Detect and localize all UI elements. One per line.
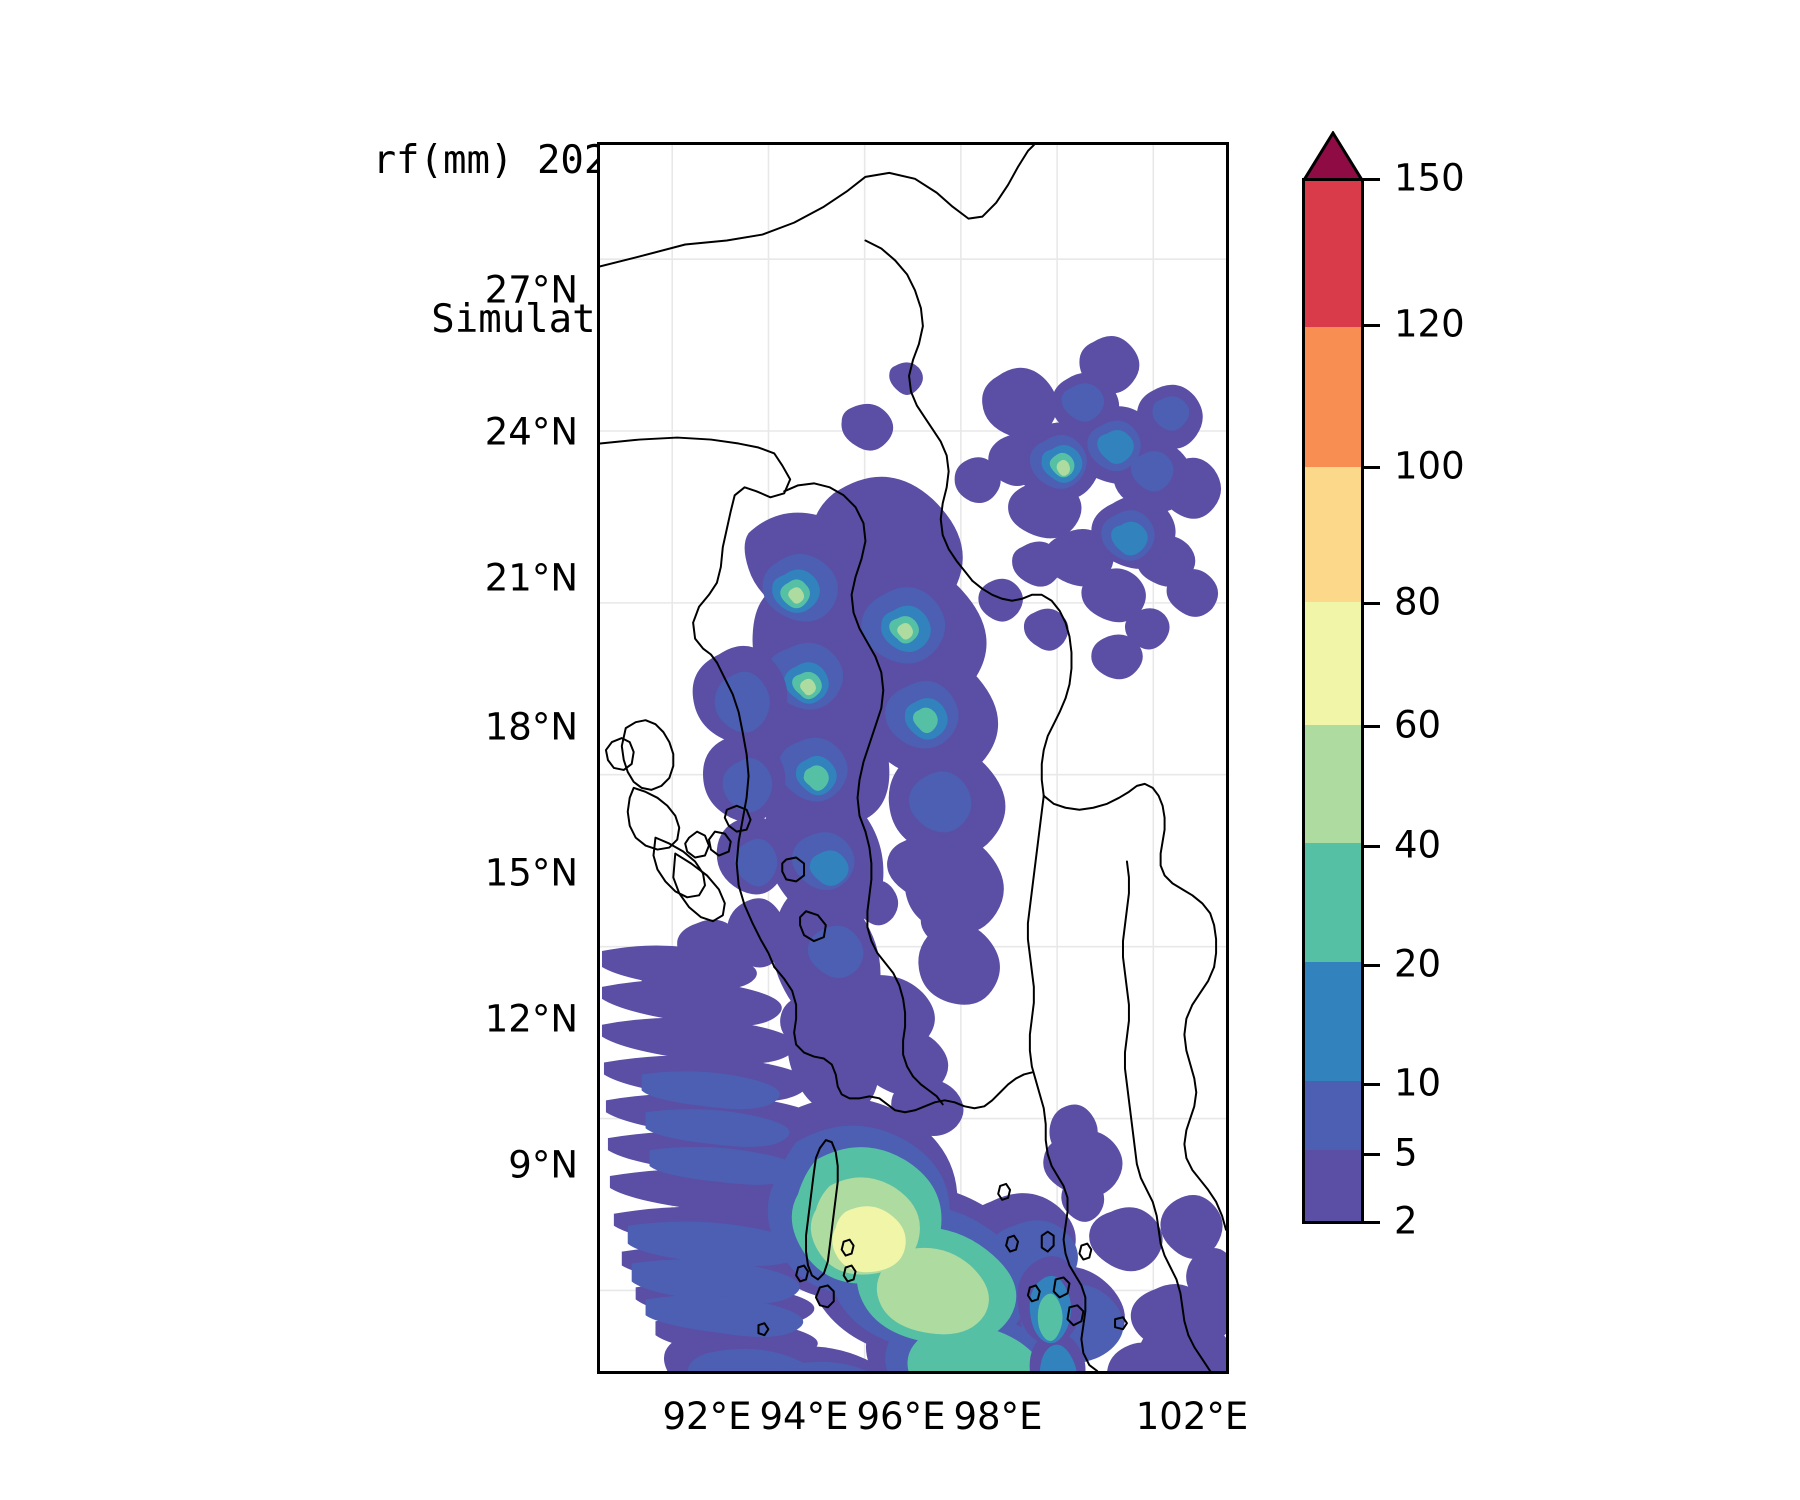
colorbar-label-80: 80 [1394, 580, 1442, 624]
map-plot-area [600, 145, 1226, 1371]
colorbar-segment-10-20 [1305, 962, 1361, 1081]
colorbar-tick-2 [1364, 1221, 1380, 1224]
colorbar-tick-60 [1364, 725, 1380, 728]
ytick-label-18: 18°N [484, 705, 578, 749]
ytick-label-9: 9°N [508, 1143, 578, 1187]
colorbar-tick-120 [1364, 324, 1380, 327]
colorbar-label-150: 150 [1394, 156, 1465, 200]
colorbar-segment-20-40 [1305, 843, 1361, 963]
map-axes [597, 142, 1229, 1374]
colorbar-label-120: 120 [1394, 302, 1465, 346]
colorbar-label-10: 10 [1394, 1061, 1442, 1105]
colorbar-tick-40 [1364, 845, 1380, 848]
colorbar-segment-40-60 [1305, 724, 1361, 844]
map-svg [600, 145, 1226, 1371]
colorbar-segment-100-120 [1305, 326, 1361, 467]
colorbar-segment-5-10 [1305, 1080, 1361, 1151]
xtick-label-96: 96°E [856, 1395, 946, 1438]
colorbar-label-60: 60 [1394, 703, 1442, 747]
ytick-label-21: 21°N [484, 556, 578, 600]
colorbar-label-5: 5 [1394, 1131, 1418, 1175]
colorbar-segment-80-100 [1305, 467, 1361, 603]
colorbar-body [1302, 178, 1364, 1224]
colorbar-label-40: 40 [1394, 823, 1442, 867]
xtick-label-94: 94°E [759, 1395, 849, 1438]
colorbar-label-2: 2 [1394, 1199, 1418, 1243]
colorbar-tick-100 [1364, 466, 1380, 469]
ytick-label-24: 24°N [484, 410, 578, 454]
ytick-label-27: 27°N [484, 268, 578, 312]
colorbar-label-100: 100 [1394, 444, 1465, 488]
ytick-label-15: 15°N [484, 851, 578, 895]
colorbar-extend-arrow [1302, 131, 1364, 181]
colorbar-segment-2-5 [1305, 1150, 1361, 1221]
ytick-label-12: 12°N [484, 997, 578, 1041]
colorbar-tick-10 [1364, 1083, 1380, 1086]
rainfall-contours [601, 335, 1226, 1371]
colorbar-segment-120-150 [1305, 181, 1361, 327]
xtick-label-98: 98°E [953, 1395, 1043, 1438]
colorbar: 150 120 100 80 60 40 20 10 5 2 [1302, 131, 1465, 1243]
xtick-label-92: 92°E [662, 1395, 752, 1438]
colorbar-segment-60-80 [1305, 602, 1361, 725]
colorbar-label-20: 20 [1394, 942, 1442, 986]
colorbar-tick-5 [1364, 1153, 1380, 1156]
colorbar-tick-150 [1364, 178, 1380, 181]
xtick-label-102: 102°E [1135, 1395, 1249, 1438]
colorbar-tick-80 [1364, 602, 1380, 605]
colorbar-tick-20 [1364, 964, 1380, 967]
map-coastlines [600, 145, 1226, 1371]
